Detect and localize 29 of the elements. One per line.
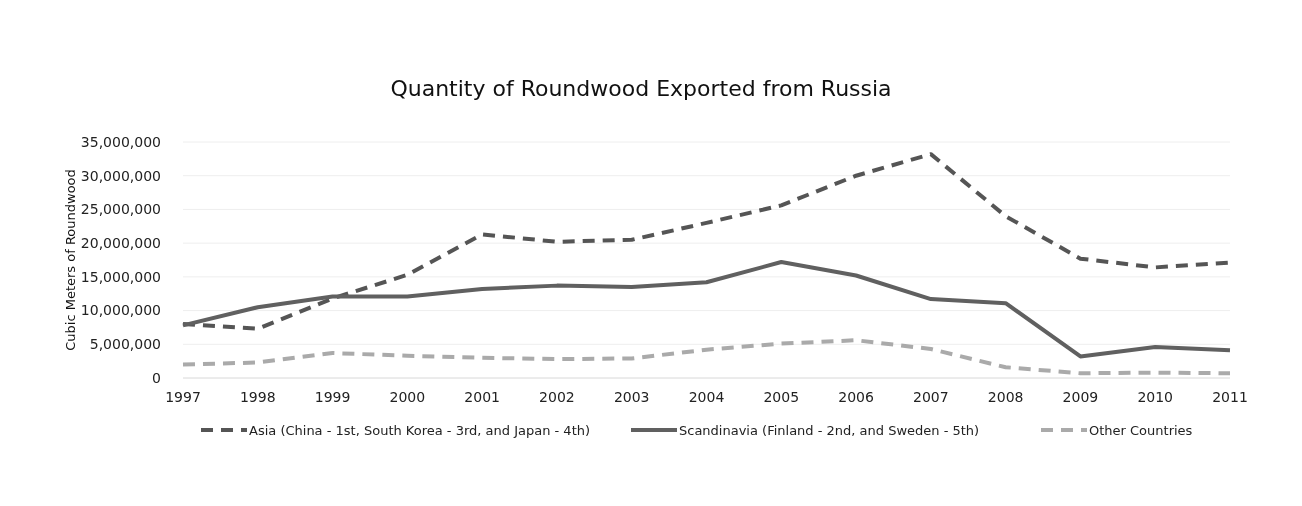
x-tick-label: 2003 [613,389,650,405]
x-tick-label: 2001 [464,389,500,405]
y-tick-label: 5,000,000 [89,336,161,353]
x-tick-label: 2002 [539,389,575,405]
x-tick-label: 2010 [1137,389,1174,405]
x-tick-label: 1999 [314,389,351,405]
y-tick-label: 25,000,000 [80,201,161,218]
x-tick-label: 2009 [1062,389,1099,405]
chart-title: Quantity of Roundwood Exported from Russia [390,76,892,101]
y-tick-label: 20,000,000 [80,235,161,252]
x-tick-label: 1997 [165,389,201,405]
x-tick-label: 2005 [763,389,800,405]
y-tick-label: 0 [152,369,161,386]
y-tick-label: 15,000,000 [80,268,161,285]
x-tick-label: 2008 [987,389,1024,405]
x-tick-label: 1998 [239,389,276,405]
line-series [181,338,1232,376]
x-tick-label: 2007 [913,389,949,405]
y-tick-label: 30,000,000 [80,167,161,184]
x-tick-label: 2011 [1212,389,1248,405]
y-tick-label: 35,000,000 [80,133,161,150]
y-tick-label: 10,000,000 [80,302,161,319]
x-tick-label: 2004 [688,389,725,405]
x-tick-label: 2006 [838,389,874,405]
legend-label: Scandinavia (Finland - 2nd, and Sweden - 5th) [679,422,980,438]
legend-label: Other Countries [1089,422,1193,438]
x-tick-label: 2000 [389,389,426,405]
y-axis-title: Cubic Meters of Roundwood [63,169,78,351]
legend-label: Asia (China - 1st, South Korea - 3rd, and Japan - 4th) [249,422,591,438]
